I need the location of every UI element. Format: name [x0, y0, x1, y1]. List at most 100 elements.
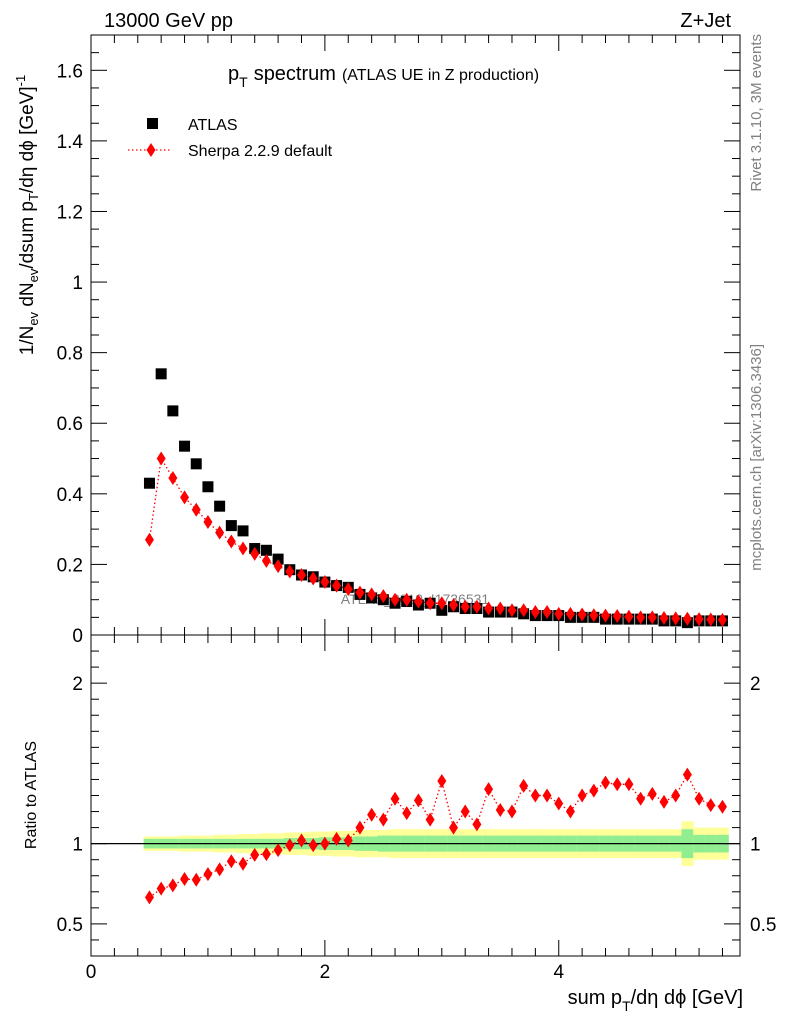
- atlas-point: [237, 525, 249, 537]
- sherpa-point: [519, 603, 529, 618]
- title-main: p: [228, 63, 239, 85]
- atlas-point: [167, 405, 179, 417]
- ratio-point: [565, 804, 575, 819]
- rivet-version-label: Rivet 3.1.10, 3M events: [748, 34, 765, 192]
- ratio-point: [589, 783, 599, 798]
- ratio-point: [554, 796, 564, 811]
- ratio-point: [191, 872, 201, 887]
- main-y-tick-label: 1.4: [57, 132, 84, 153]
- ratio-x-tick-label: 0: [86, 962, 97, 983]
- main-y-axis: 0 0.2 0.4 0.6 0.8 1 1.2 1.4 1.6: [57, 34, 740, 647]
- sherpa-point: [624, 609, 634, 624]
- ratio-point: [612, 777, 622, 792]
- ratio-sherpa-points: [144, 767, 727, 905]
- main-y-tick-label: 0: [72, 626, 83, 647]
- main-y-tick-label: 0.6: [57, 414, 83, 435]
- ratio-y-axis: 0.5 0.5 1 1 2 2: [57, 634, 776, 941]
- atlas-point: [225, 520, 237, 532]
- ratio-point: [402, 806, 412, 821]
- sherpa-point: [250, 546, 260, 561]
- ratio-point: [706, 798, 716, 813]
- sherpa-point: [191, 502, 201, 517]
- sherpa-point: [694, 612, 704, 627]
- ratio-point: [671, 788, 681, 803]
- sherpa-point: [144, 532, 154, 547]
- ratio-point: [577, 788, 587, 803]
- sherpa-point: [156, 451, 166, 466]
- ratio-point: [144, 890, 154, 905]
- sherpa-point: [647, 610, 657, 625]
- ratio-point: [273, 843, 283, 858]
- sherpa-point: [717, 612, 727, 627]
- title-extra: (ATLAS UE in Z production): [342, 67, 539, 84]
- ratio-point: [519, 778, 529, 793]
- ratio-point: [168, 878, 178, 893]
- main-y-tick-label: 0.2: [57, 555, 83, 576]
- atlas-point: [143, 477, 155, 489]
- atlas-point: [202, 481, 214, 493]
- sherpa-point: [238, 541, 248, 556]
- ratio-point: [343, 833, 353, 848]
- main-panel: 00.20.40.60.811.21.41.6 ATLAS_2019_I1736…: [13, 34, 741, 647]
- legend-sherpa-label: Sherpa 2.2.9 default: [188, 143, 333, 160]
- sherpa-point: [378, 589, 388, 604]
- ratio-y-tick-label-right: 0.5: [750, 915, 776, 936]
- sherpa-points: [144, 451, 727, 627]
- main-y-tick-label: 1.2: [57, 202, 83, 223]
- header-right-label: Z+Jet: [680, 10, 731, 32]
- sherpa-point: [484, 601, 494, 616]
- sherpa-point: [425, 596, 435, 611]
- ratio-point: [472, 817, 482, 832]
- sherpa-point: [589, 608, 599, 623]
- atlas-point: [155, 368, 167, 380]
- ratio-point: [460, 804, 470, 819]
- ratio-point: [449, 820, 459, 835]
- ratio-y-tick-label: 2: [72, 674, 83, 695]
- x-axis-label: sum pT/dη dϕ [GeV]: [568, 987, 743, 1014]
- sherpa-point: [495, 601, 505, 616]
- sherpa-point: [413, 594, 423, 609]
- atlas-points: [143, 368, 728, 629]
- ratio-point: [682, 767, 692, 782]
- title-word: spectrum: [254, 63, 336, 85]
- atlas-point: [190, 458, 202, 470]
- ratio-panel: 0.5 0.5 1 1 2 2 0 2 4 Ratio to ATLAS sum pT/dη …: [23, 634, 776, 1014]
- sherpa-point: [402, 592, 412, 607]
- sherpa-point: [507, 603, 517, 618]
- sherpa-point: [226, 534, 236, 549]
- ratio-x-tick-label: 2: [320, 962, 331, 983]
- ratio-y-tick-label-right: 1: [750, 835, 761, 856]
- sherpa-point: [308, 571, 318, 586]
- main-x-ticks: [90, 35, 723, 635]
- sherpa-point: [601, 608, 611, 623]
- ratio-point: [355, 820, 365, 835]
- sherpa-point: [367, 587, 377, 602]
- header-left-label: 13000 GeV pp: [104, 10, 233, 32]
- legend-sherpa-marker: [146, 143, 156, 157]
- sherpa-point: [180, 490, 190, 505]
- legend: ATLAS Sherpa 2.2.9 default: [128, 117, 333, 160]
- ratio-point: [659, 794, 669, 809]
- plot-title: pT spectrum (ATLAS UE in Z production): [228, 63, 539, 90]
- sherpa-point: [203, 515, 213, 530]
- sherpa-point: [565, 606, 575, 621]
- sherpa-point: [285, 564, 295, 579]
- sherpa-point: [261, 553, 271, 568]
- ratio-point: [156, 881, 166, 896]
- ratio-x-tick-label: 4: [553, 962, 564, 983]
- main-y-tick-label: 0.4: [57, 485, 84, 506]
- ratio-point: [390, 791, 400, 806]
- sherpa-point: [577, 607, 587, 622]
- sherpa-point: [215, 525, 225, 540]
- ratio-y-tick-label-right: 2: [750, 674, 761, 695]
- ratio-y-tick-label: 1: [72, 835, 83, 856]
- ratio-point: [203, 867, 213, 882]
- main-y-tick-label: 1: [72, 273, 83, 294]
- ratio-point: [647, 786, 657, 801]
- legend-atlas-marker: [147, 118, 158, 129]
- ratio-point: [285, 838, 295, 853]
- sherpa-point: [449, 598, 459, 612]
- ratio-x-axis: 0 2 4: [86, 635, 723, 983]
- ratio-y-tick-label: 0.5: [57, 915, 83, 936]
- ratio-point: [530, 788, 540, 803]
